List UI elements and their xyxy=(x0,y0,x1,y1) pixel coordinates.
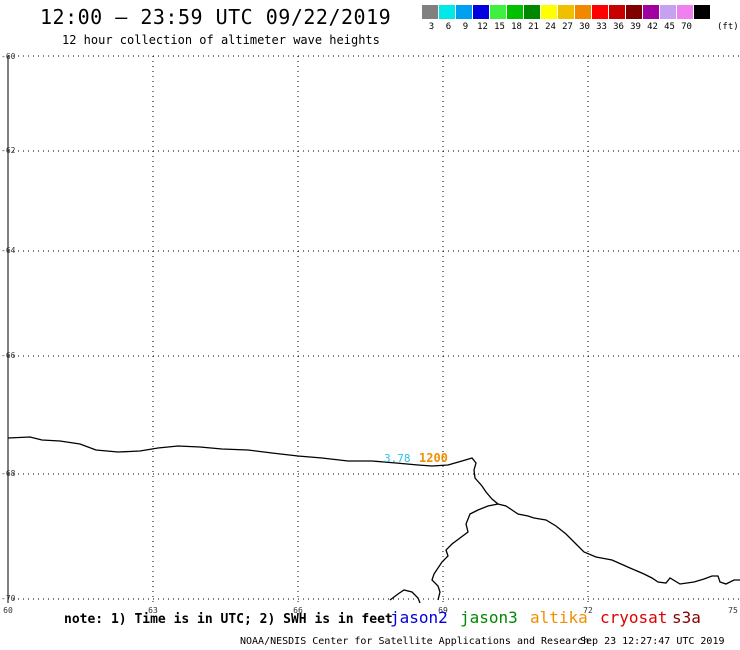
satellite-cryosat-label: cryosat xyxy=(600,608,668,627)
satellite-altika-label: altika xyxy=(530,608,588,627)
lat-label-66: -66 xyxy=(1,351,16,360)
lat-label-68: -68 xyxy=(1,469,16,478)
legend-bin-label: 39 xyxy=(630,22,641,32)
lon-label-60: 60 xyxy=(3,606,13,615)
lat-label-60: -60 xyxy=(1,52,16,61)
legend-swatch xyxy=(592,5,609,19)
legend-swatch xyxy=(524,5,541,19)
units-note: note: 1) Time is in UTC; 2) SWH is in fe… xyxy=(64,612,393,627)
lon-label-72: 72 xyxy=(583,606,593,615)
legend-swatch xyxy=(507,5,524,19)
coastline-bottom xyxy=(389,589,421,604)
legend-swatch xyxy=(490,5,507,19)
coastline-inlet xyxy=(431,503,499,601)
swh-observation-value: 3.78 xyxy=(384,452,411,465)
page-subtitle: 12 hour collection of altimeter wave hei… xyxy=(62,33,380,47)
legend-bin-label: 24 xyxy=(545,22,556,32)
latitude-gridlines xyxy=(8,55,740,600)
lat-label-70: -70 xyxy=(1,594,16,603)
legend-swatch xyxy=(694,5,711,19)
legend-swatch xyxy=(660,5,677,19)
lat-label-62: -62 xyxy=(1,146,16,155)
footer-credit: NOAA/NESDIS Center for Satellite Applica… xyxy=(240,636,590,647)
legend-swatch xyxy=(609,5,626,19)
page-title: 12:00 – 23:59 UTC 09/22/2019 xyxy=(40,5,392,29)
legend-unit-label: (ft) xyxy=(717,22,739,32)
legend-swatch xyxy=(677,5,694,19)
legend-swatch xyxy=(473,5,490,19)
legend-bin-label: 9 xyxy=(462,22,469,32)
legend-bin-label: 6 xyxy=(445,22,452,32)
satellite-jason2-label: jason2 xyxy=(390,608,448,627)
legend-swatch xyxy=(575,5,592,19)
legend-bin-label: 45 xyxy=(664,22,675,32)
legend-bin-label: 30 xyxy=(579,22,590,32)
legend-swatch xyxy=(643,5,660,19)
legend-bin-label: 27 xyxy=(562,22,573,32)
lon-label-69: 69 xyxy=(438,606,448,615)
lon-label-63: 63 xyxy=(148,606,158,615)
legend-bin-label: 70 xyxy=(681,22,692,32)
legend-bin-label: 3 xyxy=(428,22,435,32)
legend-bin-label: 12 xyxy=(477,22,488,32)
legend-bin-label: 42 xyxy=(647,22,658,32)
coastline xyxy=(7,436,740,585)
legend-bin-label: 18 xyxy=(511,22,522,32)
legend-labels: (ft) 3 6 9 12 15 18 21 24 27 30 33 36 39 42 45 70 xyxy=(422,22,740,34)
legend-swatch xyxy=(541,5,558,19)
observation-time-value: 1200 xyxy=(419,451,448,465)
legend-swatch xyxy=(558,5,575,19)
lon-label-75: 75 xyxy=(728,606,738,615)
lon-label-66: 66 xyxy=(293,606,303,615)
satellite-s3a-label: s3a xyxy=(672,608,701,627)
legend-bin-label: 36 xyxy=(613,22,624,32)
satellite-jason3-label: jason3 xyxy=(460,608,518,627)
legend-bin-label: 15 xyxy=(494,22,505,32)
legend-bin-label: 21 xyxy=(528,22,539,32)
lat-label-64: -64 xyxy=(1,246,16,255)
legend-swatch xyxy=(626,5,643,19)
legend-bin-label: 33 xyxy=(596,22,607,32)
wave-height-color-legend xyxy=(422,5,711,19)
legend-swatch xyxy=(439,5,456,19)
footer-timestamp: Sep 23 12:27:47 UTC 2019 xyxy=(580,636,725,647)
legend-swatch xyxy=(456,5,473,19)
legend-swatch xyxy=(422,5,439,19)
longitude-gridlines xyxy=(152,56,589,603)
